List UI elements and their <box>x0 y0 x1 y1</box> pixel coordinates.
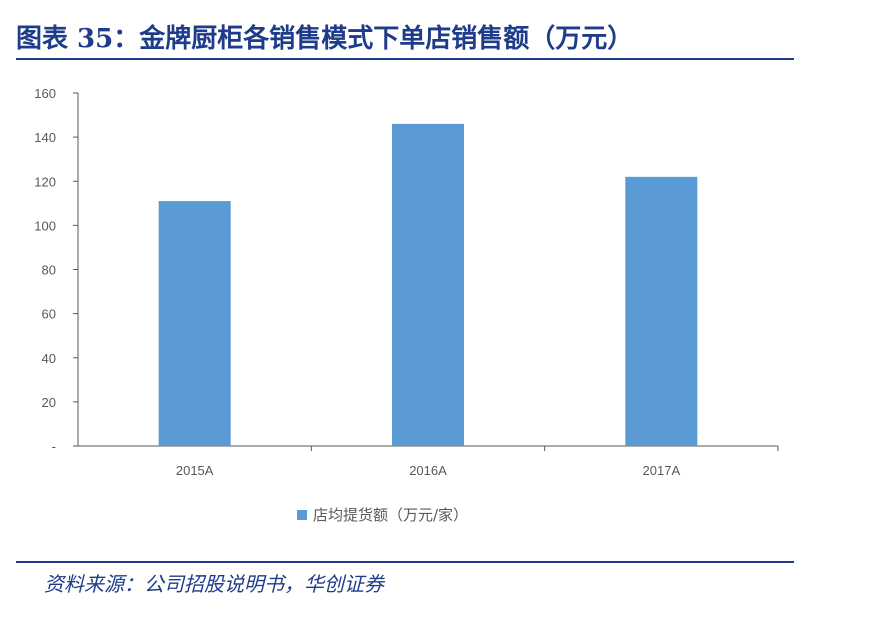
bar <box>625 176 698 446</box>
bar <box>392 123 464 446</box>
y-tick-label: 140 <box>34 130 56 145</box>
axis-ticks: - 20 40 60 80 100 120 140 160 2015A 2016A 2017A <box>34 86 779 478</box>
y-tick-label: 20 <box>42 395 56 410</box>
x-tick-label: 2015A <box>176 463 214 478</box>
y-tick-label: 120 <box>34 174 56 189</box>
y-tick-label: 160 <box>34 86 56 101</box>
title-divider <box>16 58 794 60</box>
y-tick-label: 60 <box>42 307 56 322</box>
x-tick-label: 2017A <box>643 463 681 478</box>
bar-series <box>158 123 698 446</box>
chart-legend: 店均提货额（万元/家） <box>297 506 468 524</box>
source-divider <box>16 561 794 563</box>
legend-label: 店均提货额（万元/家） <box>313 506 468 524</box>
legend-swatch <box>297 510 307 520</box>
bar <box>158 201 231 446</box>
source-note: 资料来源：公司招股说明书，华创证券 <box>44 572 384 596</box>
y-tick-label: - <box>52 439 56 454</box>
x-tick-label: 2016A <box>409 463 447 478</box>
y-tick-label: 80 <box>42 263 56 278</box>
chart-title: 图表 35：金牌厨柜各销售模式下单店销售额（万元） <box>16 24 634 54</box>
y-tick-label: 40 <box>42 351 56 366</box>
y-tick-label: 100 <box>34 218 56 233</box>
